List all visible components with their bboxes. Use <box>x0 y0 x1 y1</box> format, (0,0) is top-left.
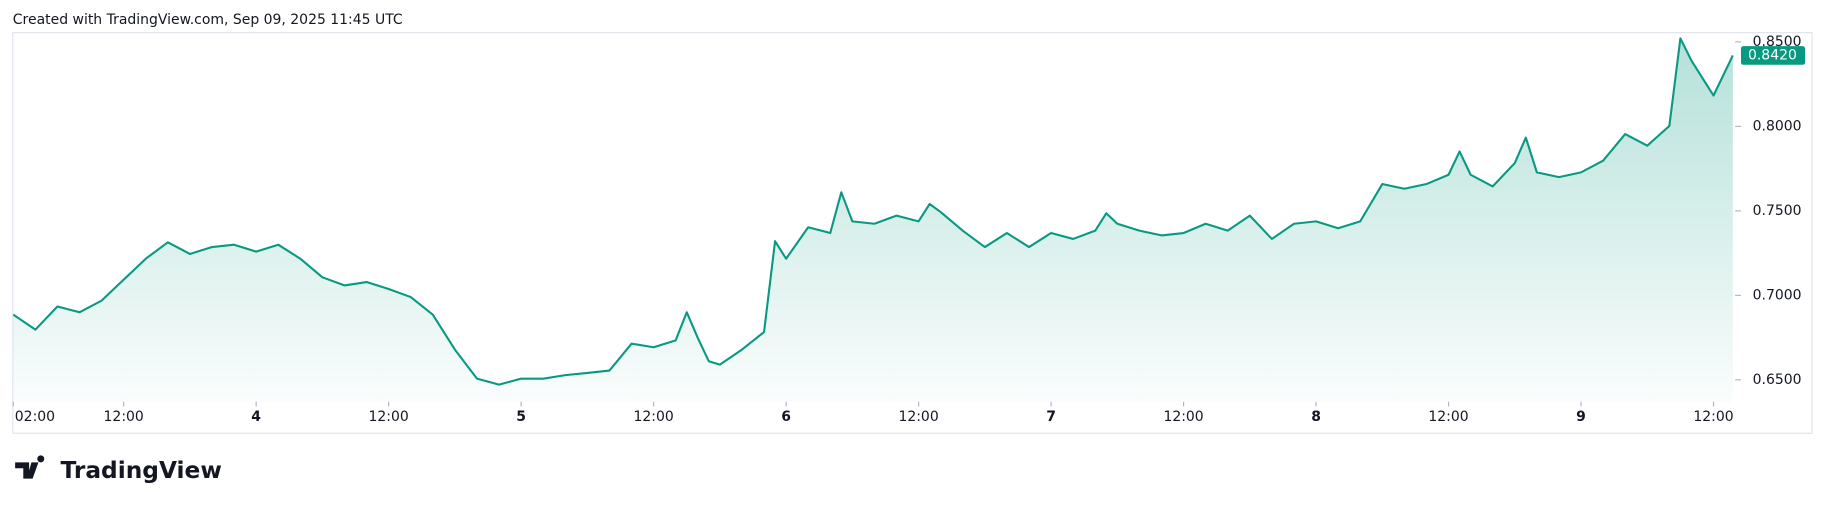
x-tick-label: 12:00 <box>369 409 409 425</box>
chart-frame <box>12 32 1813 434</box>
logo: TradingView <box>15 455 222 484</box>
x-tick-label: 12:00 <box>898 409 938 425</box>
y-tick-label: 0.7000 <box>1753 287 1802 303</box>
y-tick-label: 0.8000 <box>1753 118 1802 134</box>
area-fill <box>13 38 1733 402</box>
x-tick-label: 12:00 <box>633 409 673 425</box>
last-price-box <box>1740 46 1806 65</box>
y-tick-label: 0.7500 <box>1753 203 1802 219</box>
x-tick-label: 12:00 <box>1163 409 1203 425</box>
x-tick-label: 5 <box>516 409 526 425</box>
y-tick-label: 0.6500 <box>1753 372 1802 388</box>
price-line <box>12 37 1734 386</box>
x-tick-label: 12:00 <box>104 409 144 425</box>
header-text: Created with TradingView.com, Sep 09, 20… <box>13 12 403 28</box>
y-tick-label: 0.8500 <box>1753 34 1802 50</box>
logo-icon <box>15 455 45 479</box>
x-tick-label: 4 <box>251 409 261 425</box>
x-tick-label: 8 <box>1311 409 1321 425</box>
last-price-label: 0.8420 <box>1748 47 1797 63</box>
x-tick-label: 9 <box>1576 409 1586 425</box>
x-tick-label: 12:00 <box>1428 409 1468 425</box>
x-tick-label: 12:00 <box>1693 409 1733 425</box>
x-tick-label: 7 <box>1046 409 1056 425</box>
x-tick-label: 6 <box>781 409 791 425</box>
logo-text: TradingView <box>61 457 222 484</box>
x-tick-label: 02:00 <box>15 409 55 425</box>
